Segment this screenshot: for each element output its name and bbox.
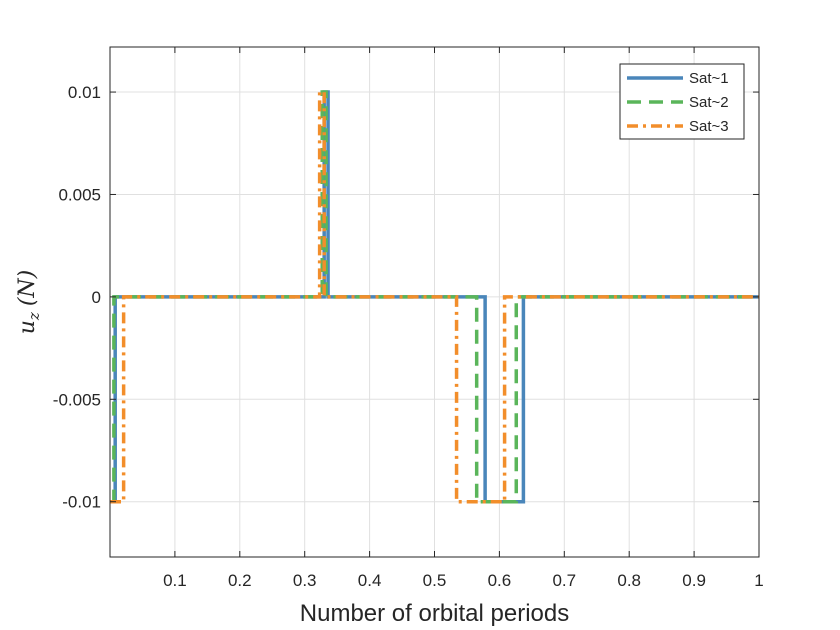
x-tick-label: 0.8: [617, 571, 641, 590]
y-axis-label: uz (N): [15, 270, 43, 335]
series-line-2: [111, 90, 759, 504]
y-tick-label: 0.01: [68, 83, 101, 102]
ticks: 0.1 0.2 0.3 0.4 0.5 0.6 0.7 0.8 0.9 1 0.01 0.005 0 -0…: [53, 47, 764, 590]
x-tick-label: 0.6: [488, 571, 512, 590]
x-tick-label: 0.5: [423, 571, 447, 590]
y-axis-label-main: u: [15, 320, 40, 334]
legend: Sat~1 Sat~2 Sat~3: [619, 63, 745, 140]
x-tick-label: 0.3: [293, 571, 317, 590]
y-axis-label-sub: z: [25, 312, 43, 321]
x-tick-label: 0.9: [682, 571, 706, 590]
legend-label-3: Sat~3: [689, 118, 729, 135]
x-tick-label: 0.2: [228, 571, 252, 590]
series-layer: [110, 90, 759, 504]
series-line-3: [110, 90, 759, 504]
series-line-1: [111, 90, 759, 504]
x-tick-label: 0.1: [163, 571, 187, 590]
y-tick-label: 0: [92, 288, 101, 307]
x-tick-label: 1: [754, 571, 763, 590]
x-axis-label: Number of orbital periods: [300, 600, 569, 627]
legend-label-2: Sat~2: [689, 94, 729, 111]
y-axis-label-unit: (N): [15, 270, 40, 306]
y-tick-label: -0.01: [62, 493, 101, 512]
legend-label-1: Sat~1: [689, 70, 729, 87]
x-tick-label: 0.7: [552, 571, 576, 590]
y-tick-label: -0.005: [53, 390, 101, 409]
y-tick-label: 0.005: [58, 185, 101, 204]
x-tick-label: 0.4: [358, 571, 382, 590]
